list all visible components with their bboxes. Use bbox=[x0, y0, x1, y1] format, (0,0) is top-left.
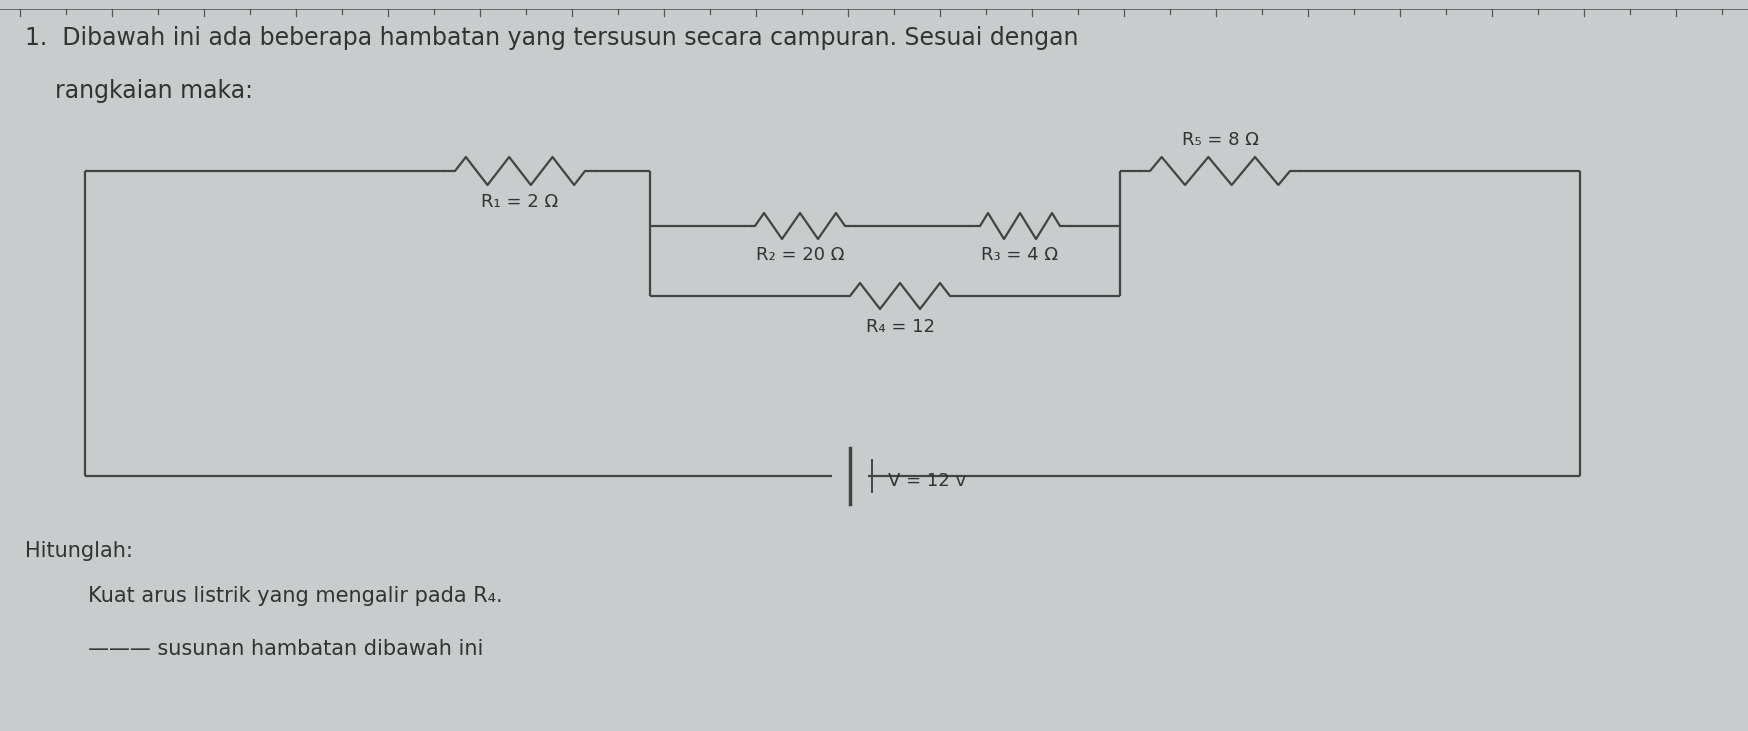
Text: R₂ = 20 Ω: R₂ = 20 Ω bbox=[755, 246, 844, 264]
Text: ——— susunan hambatan dibawah ini: ——— susunan hambatan dibawah ini bbox=[54, 639, 484, 659]
Text: 1.  Dibawah ini ada beberapa hambatan yang tersusun secara campuran. Sesuai deng: 1. Dibawah ini ada beberapa hambatan yan… bbox=[24, 26, 1079, 50]
Text: V = 12 v: V = 12 v bbox=[888, 472, 967, 490]
Text: R₁ = 2 Ω: R₁ = 2 Ω bbox=[481, 193, 559, 211]
Text: R₃ = 4 Ω: R₃ = 4 Ω bbox=[981, 246, 1059, 264]
Text: R₄ = 12: R₄ = 12 bbox=[865, 318, 935, 336]
Text: rangkaian maka:: rangkaian maka: bbox=[54, 79, 253, 103]
Text: Kuat arus listrik yang mengalir pada R₄.: Kuat arus listrik yang mengalir pada R₄. bbox=[54, 586, 503, 606]
Text: Hitunglah:: Hitunglah: bbox=[24, 541, 133, 561]
Text: R₅ = 8 Ω: R₅ = 8 Ω bbox=[1182, 131, 1259, 149]
